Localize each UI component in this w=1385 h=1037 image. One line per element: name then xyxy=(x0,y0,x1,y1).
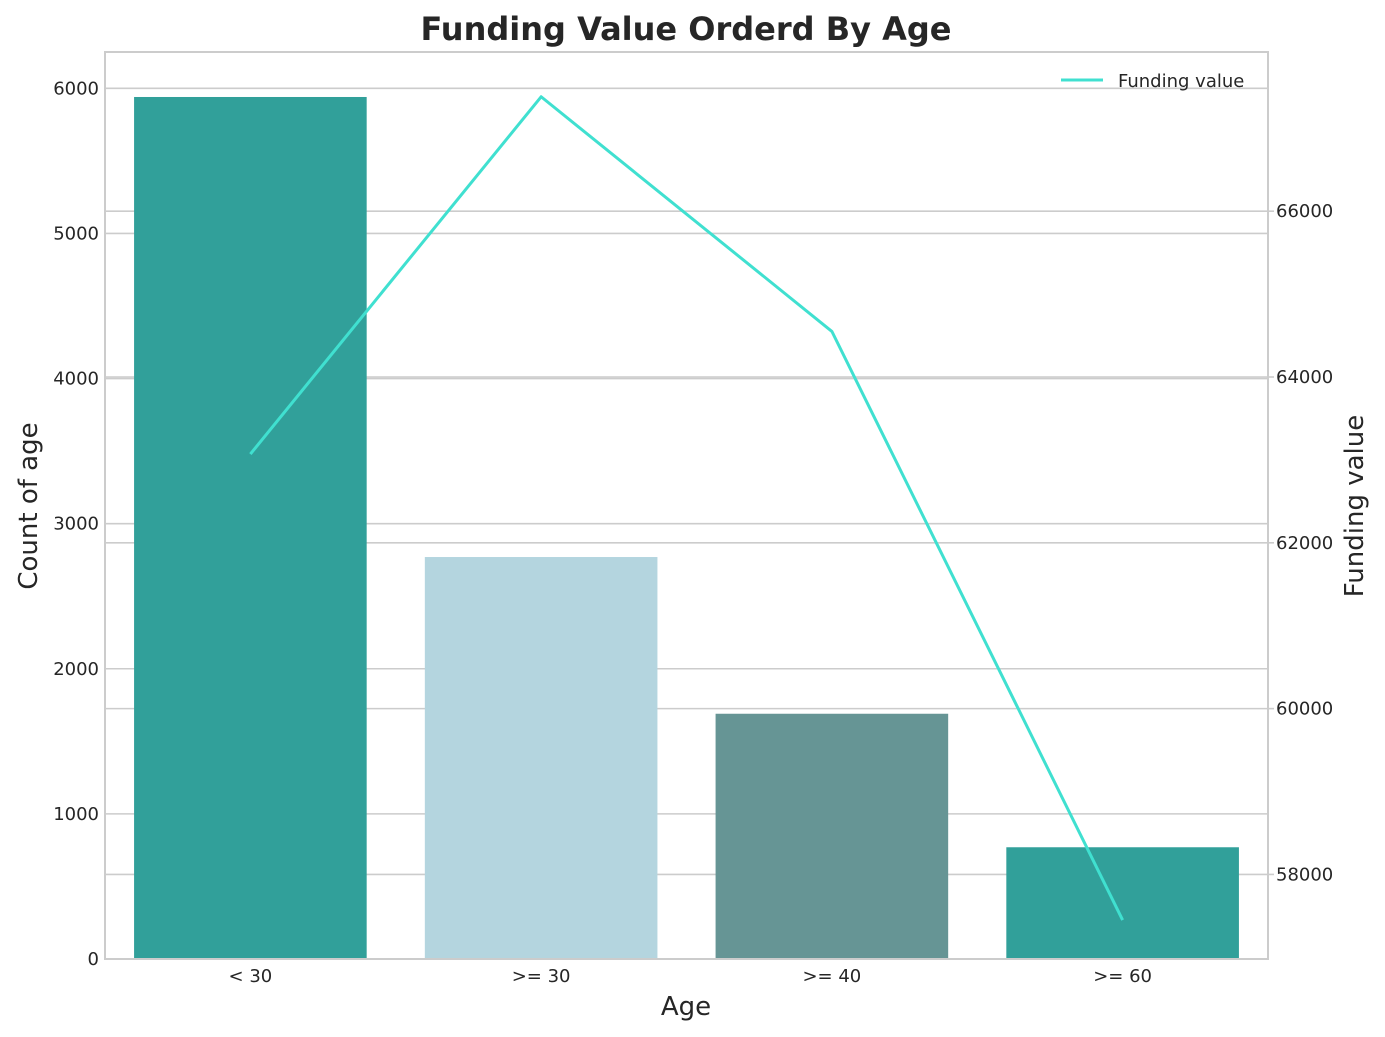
y-tick-label: 4000 xyxy=(53,369,99,390)
right-axis-ticks: 58000 60000 62000 64000 66000 xyxy=(1268,201,1333,885)
y-axis-label: Count of age xyxy=(14,422,44,589)
y2-tick-label: 66000 xyxy=(1276,201,1333,222)
y2-tick-label: 60000 xyxy=(1276,699,1333,720)
x-tick-label: >= 30 xyxy=(512,966,571,987)
line-group xyxy=(249,95,1124,921)
y-tick-label: 0 xyxy=(88,949,99,970)
x-tick-label: >= 40 xyxy=(802,966,861,987)
left-axis-ticks: 0 1000 2000 3000 4000 5000 6000 xyxy=(53,78,99,970)
y2-axis-label: Funding value xyxy=(1340,415,1370,597)
legend: Funding value xyxy=(1061,71,1244,92)
x-tick-label: >= 60 xyxy=(1093,966,1152,987)
bars-group xyxy=(134,96,1239,960)
y-tick-label: 2000 xyxy=(53,659,99,680)
funding-value-line xyxy=(249,95,1124,921)
y-tick-label: 1000 xyxy=(53,804,99,825)
y-tick-label: 6000 xyxy=(53,78,99,99)
y2-tick-label: 62000 xyxy=(1276,533,1333,554)
x-axis-label: Age xyxy=(661,992,711,1022)
bar-1 xyxy=(424,557,658,959)
y2-tick-label: 58000 xyxy=(1276,864,1333,885)
x-tick-label: < 30 xyxy=(229,966,273,987)
bar-0 xyxy=(134,96,367,960)
y-tick-label: 3000 xyxy=(53,514,99,535)
chart-title: Funding Value Orderd By Age xyxy=(421,10,952,48)
x-axis-ticks: < 30 >= 30 >= 40 >= 60 xyxy=(229,966,1153,987)
bar-2 xyxy=(715,713,949,959)
legend-label-funding-value: Funding value xyxy=(1118,71,1244,92)
y2-tick-label: 64000 xyxy=(1276,367,1333,388)
bar-3 xyxy=(1006,847,1239,959)
y-tick-label: 5000 xyxy=(53,223,99,244)
plot-frame xyxy=(104,51,1269,960)
